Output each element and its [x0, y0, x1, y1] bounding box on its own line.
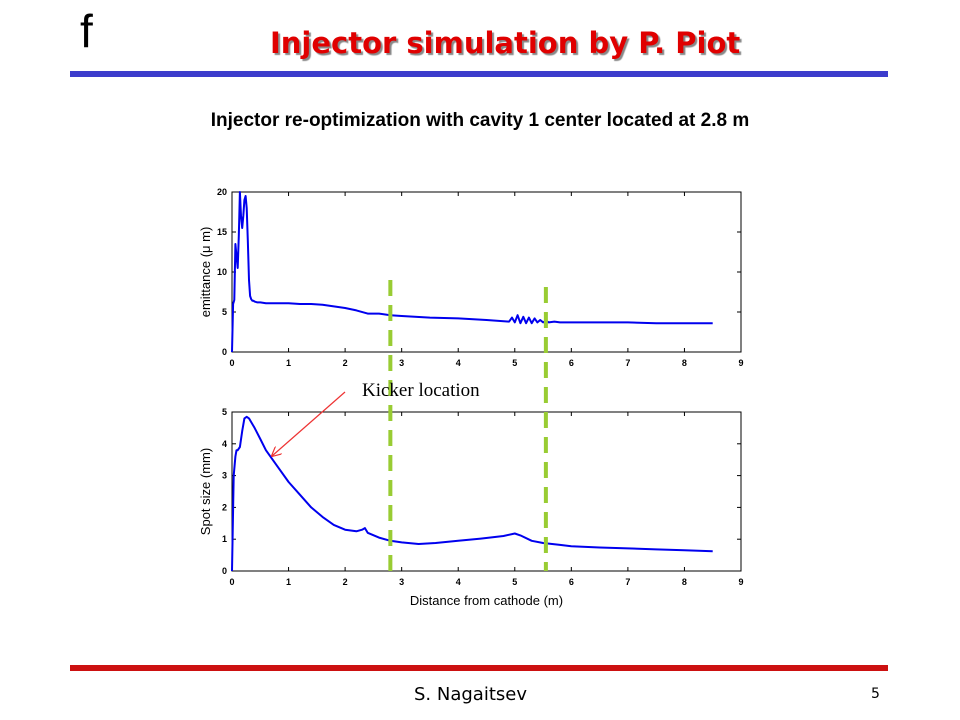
- y-axis-label: Spot size (mm): [198, 448, 213, 535]
- x-tick-label: 1: [286, 358, 291, 368]
- x-tick-label: 5: [512, 577, 517, 587]
- y-tick-label: 10: [217, 267, 227, 277]
- x-tick-label: 0: [229, 577, 234, 587]
- x-tick-label: 7: [625, 577, 630, 587]
- y-tick-label: 4: [222, 439, 227, 449]
- y-tick-label: 5: [222, 307, 227, 317]
- x-tick-label: 2: [343, 358, 348, 368]
- y-tick-label: 0: [222, 347, 227, 357]
- page-number: 5: [871, 686, 880, 702]
- y-tick-label: 5: [222, 407, 227, 417]
- annotation-label: Kicker location: [362, 380, 480, 401]
- y-tick-label: 0: [222, 566, 227, 576]
- plot-frame: [231, 411, 742, 572]
- x-tick-label: 0: [229, 358, 234, 368]
- x-axis-label: Distance from cathode (m): [410, 593, 563, 608]
- x-tick-label: 7: [625, 358, 630, 368]
- footer-divider: [70, 665, 888, 671]
- x-tick-label: 2: [343, 577, 348, 587]
- x-tick-label: 9: [738, 358, 743, 368]
- header-divider: [70, 71, 888, 77]
- x-tick-label: 6: [569, 358, 574, 368]
- emittance-plot: 0 1 2 3 4 5 6 7 8 9 0 5 10 15 20 emittance (μ m): [198, 187, 744, 368]
- series-line: [231, 191, 713, 353]
- y-tick-label: 2: [222, 502, 227, 512]
- x-tick-label: 9: [738, 577, 743, 587]
- y-tick-label: 1: [222, 534, 227, 544]
- kicker-markers: [388, 280, 548, 571]
- spot-size-plot: 0 1 2 3 4 5 6 7 8 9 0 1 2 3 4 5 Spot size (mm) Distance f…: [198, 407, 744, 608]
- annotation-arrow: [272, 391, 346, 456]
- plot-frame: [231, 191, 742, 353]
- x-tick-label: 1: [286, 577, 291, 587]
- slide-title: Injector simulation by P. Piot: [270, 26, 741, 60]
- x-tick-label: 8: [682, 577, 687, 587]
- x-tick-label: 4: [456, 577, 461, 587]
- slide-subtitle: Injector re-optimization with cavity 1 c…: [210, 110, 750, 131]
- x-tick-label: 4: [456, 358, 461, 368]
- y-tick-label: 15: [217, 227, 227, 237]
- y-tick-label: 3: [222, 471, 227, 481]
- x-tick-label: 6: [569, 577, 574, 587]
- fermilab-logo: f: [80, 5, 93, 57]
- x-tick-label: 3: [399, 358, 404, 368]
- x-tick-label: 8: [682, 358, 687, 368]
- x-tick-label: 5: [512, 358, 517, 368]
- y-axis-label: emittance (μ m): [198, 227, 213, 318]
- author-name: S. Nagaitsev: [414, 684, 527, 705]
- series-line: [231, 415, 713, 572]
- x-tick-label: 3: [399, 577, 404, 587]
- y-tick-label: 20: [217, 187, 227, 197]
